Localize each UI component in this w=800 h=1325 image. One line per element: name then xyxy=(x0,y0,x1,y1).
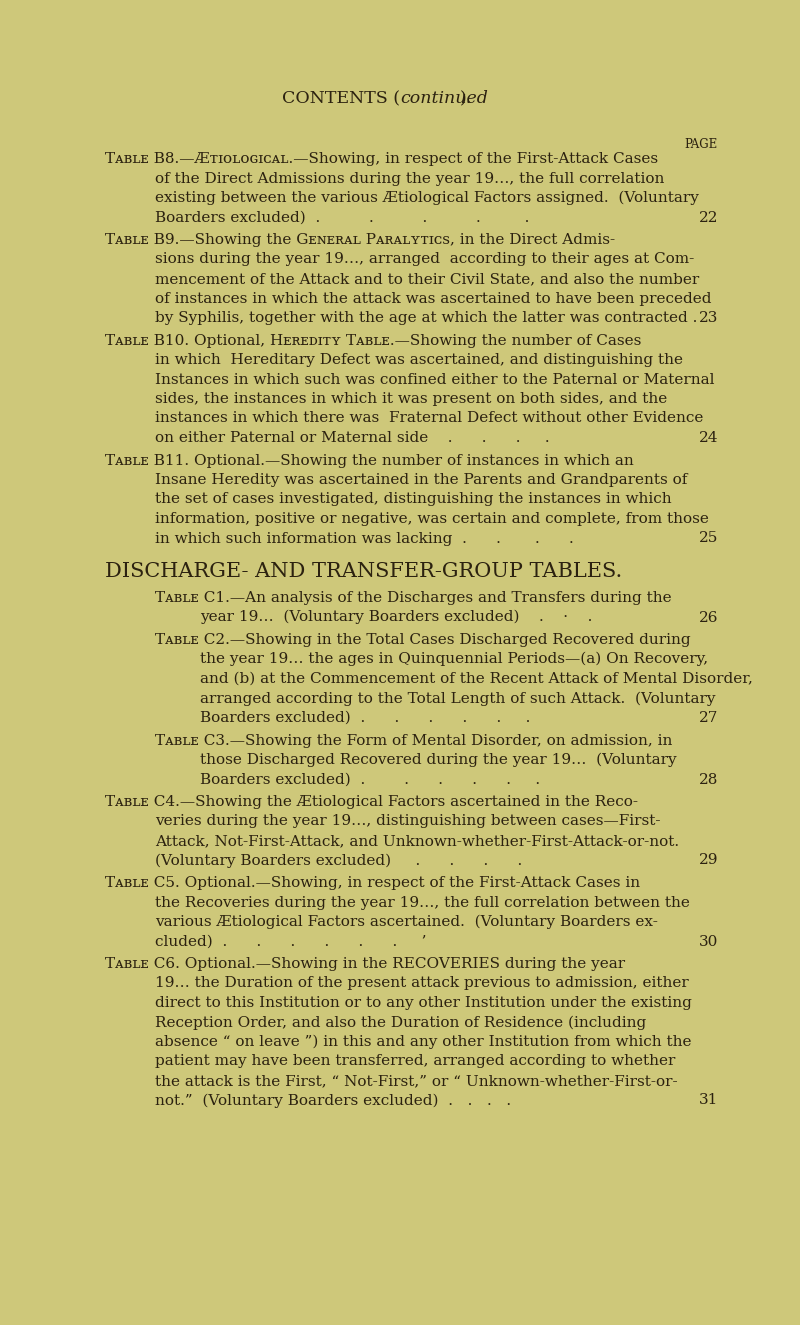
Text: mencement of the Attack and to their Civil State, and also the number: mencement of the Attack and to their Civ… xyxy=(155,272,699,286)
Text: absence “ on leave ”) in this and any other Institution from which the: absence “ on leave ”) in this and any ot… xyxy=(155,1035,691,1049)
Text: 24: 24 xyxy=(698,431,718,445)
Text: the year 19… the ages in Quinquennial Periods—(a) On Recovery,: the year 19… the ages in Quinquennial Pe… xyxy=(200,652,708,666)
Text: 22: 22 xyxy=(698,211,718,224)
Text: 25: 25 xyxy=(698,531,718,546)
Text: 29: 29 xyxy=(698,853,718,868)
Text: Boarders excluded)  .      .      .      .      .     .: Boarders excluded) . . . . . . xyxy=(200,712,530,725)
Text: 19… the Duration of the present attack previous to admission, either: 19… the Duration of the present attack p… xyxy=(155,977,689,991)
Text: Tᴀʙʟᴇ C6. Optional.—Showing in the RECOVERIES during the year: Tᴀʙʟᴇ C6. Optional.—Showing in the RECOV… xyxy=(105,957,625,971)
Text: of instances in which the attack was ascertained to have been preceded: of instances in which the attack was asc… xyxy=(155,292,711,306)
Text: 31: 31 xyxy=(698,1093,718,1108)
Text: Insane Heredity was ascertained in the Parents and Grandparents of: Insane Heredity was ascertained in the P… xyxy=(155,473,687,488)
Text: in which  Hereditary Defect was ascertained, and distinguishing the: in which Hereditary Defect was ascertain… xyxy=(155,352,683,367)
Text: Tᴀʙʟᴇ C1.—An analysis of the Discharges and Transfers during the: Tᴀʙʟᴇ C1.—An analysis of the Discharges … xyxy=(155,591,672,606)
Text: Tᴀʙʟᴇ B8.—Æᴛɪᴏʟᴏɢɪᴄᴀʟ.—Showing, in respect of the First-Attack Cases: Tᴀʙʟᴇ B8.—Æᴛɪᴏʟᴏɢɪᴄᴀʟ.—Showing, in respe… xyxy=(105,152,658,166)
Text: Tᴀʙʟᴇ C3.—Showing the Form of Mental Disorder, on admission, in: Tᴀʙʟᴇ C3.—Showing the Form of Mental Dis… xyxy=(155,734,672,747)
Text: in which such information was lacking  .      .       .      .: in which such information was lacking . … xyxy=(155,531,574,546)
Text: the attack is the First, “ Not-First,” or “ Unknown-whether-First-or-: the attack is the First, “ Not-First,” o… xyxy=(155,1075,678,1088)
Text: Boarders excluded)  .          .          .          .         .: Boarders excluded) . . . . . xyxy=(155,211,530,224)
Text: veries during the year 19…, distinguishing between cases—First-: veries during the year 19…, distinguishi… xyxy=(155,815,661,828)
Text: Tᴀʙʟᴇ C5. Optional.—Showing, in respect of the First-Attack Cases in: Tᴀʙʟᴇ C5. Optional.—Showing, in respect … xyxy=(105,876,640,890)
Text: on either Paternal or Maternal side    .      .      .     .: on either Paternal or Maternal side . . … xyxy=(155,431,550,445)
Text: existing between the various Ætiological Factors assigned.  (Voluntary: existing between the various Ætiological… xyxy=(155,191,699,205)
Text: by Syphilis, together with the age at which the latter was contracted .: by Syphilis, together with the age at wh… xyxy=(155,311,698,325)
Text: information, positive or negative, was certain and complete, from those: information, positive or negative, was c… xyxy=(155,511,709,526)
Text: year 19…  (Voluntary Boarders excluded)    .    ·    .: year 19… (Voluntary Boarders excluded) .… xyxy=(200,610,592,624)
Text: Tᴀʙʟᴇ B11. Optional.—Showing the number of instances in which an: Tᴀʙʟᴇ B11. Optional.—Showing the number … xyxy=(105,453,634,468)
Text: Tᴀʙʟᴇ B9.—Showing the Gᴇɴᴇʀᴀʟ Pᴀʀᴀʟʏᴛɪᴄs, in the Direct Admis-: Tᴀʙʟᴇ B9.—Showing the Gᴇɴᴇʀᴀʟ Pᴀʀᴀʟʏᴛɪᴄs… xyxy=(105,233,615,246)
Text: ).: ). xyxy=(460,90,472,107)
Text: not.”  (Voluntary Boarders excluded)  .   .   .   .: not.” (Voluntary Boarders excluded) . . … xyxy=(155,1093,511,1108)
Text: Tᴀʙʟᴇ C2.—Showing in the Total Cases Discharged Recovered during: Tᴀʙʟᴇ C2.—Showing in the Total Cases Dis… xyxy=(155,633,690,647)
Text: cluded)  .      .      .      .      .      .     ’: cluded) . . . . . . ’ xyxy=(155,934,426,949)
Text: sions during the year 19…, arranged  according to their ages at Com-: sions during the year 19…, arranged acco… xyxy=(155,253,694,266)
Text: 23: 23 xyxy=(698,311,718,325)
Text: patient may have been transferred, arranged according to whether: patient may have been transferred, arran… xyxy=(155,1055,675,1068)
Text: 30: 30 xyxy=(698,934,718,949)
Text: (Voluntary Boarders excluded)     .      .      .      .: (Voluntary Boarders excluded) . . . . xyxy=(155,853,522,868)
Text: CONTENTS (: CONTENTS ( xyxy=(282,90,400,107)
Text: sides, the instances in which it was present on both sides, and the: sides, the instances in which it was pre… xyxy=(155,392,667,405)
Text: Boarders excluded)  .        .      .      .      .     .: Boarders excluded) . . . . . . xyxy=(200,772,540,787)
Text: and (b) at the Commencement of the Recent Attack of Mental Disorder,: and (b) at the Commencement of the Recen… xyxy=(200,672,753,686)
Text: DISCHARGE- AND TRANSFER-GROUP TABLES.: DISCHARGE- AND TRANSFER-GROUP TABLES. xyxy=(105,562,622,580)
Text: instances in which there was  Fraternal Defect without other Evidence: instances in which there was Fraternal D… xyxy=(155,412,703,425)
Text: the Recoveries during the year 19…, the full correlation between the: the Recoveries during the year 19…, the … xyxy=(155,896,690,909)
Text: various Ætiological Factors ascertained.  (Voluntary Boarders ex-: various Ætiological Factors ascertained.… xyxy=(155,914,658,929)
Text: 26: 26 xyxy=(698,611,718,624)
Text: Tᴀʙʟᴇ B10. Optional, Hᴇʀᴇᴅɪᴛʏ Tᴀʙʟᴇ.—Showing the number of Cases: Tᴀʙʟᴇ B10. Optional, Hᴇʀᴇᴅɪᴛʏ Tᴀʙʟᴇ.—Sho… xyxy=(105,334,642,347)
Text: Instances in which such was confined either to the Paternal or Maternal: Instances in which such was confined eit… xyxy=(155,372,714,387)
Text: PAGE: PAGE xyxy=(685,138,718,151)
Text: of the Direct Admissions during the year 19…, the full correlation: of the Direct Admissions during the year… xyxy=(155,171,664,186)
Text: Reception Order, and also the Duration of Residence (including: Reception Order, and also the Duration o… xyxy=(155,1015,646,1030)
Text: Attack, Not-First-Attack, and Unknown-whether-First-Attack-or-not.: Attack, Not-First-Attack, and Unknown-wh… xyxy=(155,833,679,848)
Text: 27: 27 xyxy=(698,712,718,725)
Text: Tᴀʙʟᴇ C4.—Showing the Ætiological Factors ascertained in the Reco-: Tᴀʙʟᴇ C4.—Showing the Ætiological Factor… xyxy=(105,795,638,810)
Text: those Discharged Recovered during the year 19…  (Voluntary: those Discharged Recovered during the ye… xyxy=(200,753,677,767)
Text: direct to this Institution or to any other Institution under the existing: direct to this Institution or to any oth… xyxy=(155,996,692,1010)
Text: arranged according to the Total Length of such Attack.  (Voluntary: arranged according to the Total Length o… xyxy=(200,692,715,705)
Text: 28: 28 xyxy=(698,772,718,787)
Text: the set of cases investigated, distinguishing the instances in which: the set of cases investigated, distingui… xyxy=(155,493,672,506)
Text: continued: continued xyxy=(400,90,488,107)
